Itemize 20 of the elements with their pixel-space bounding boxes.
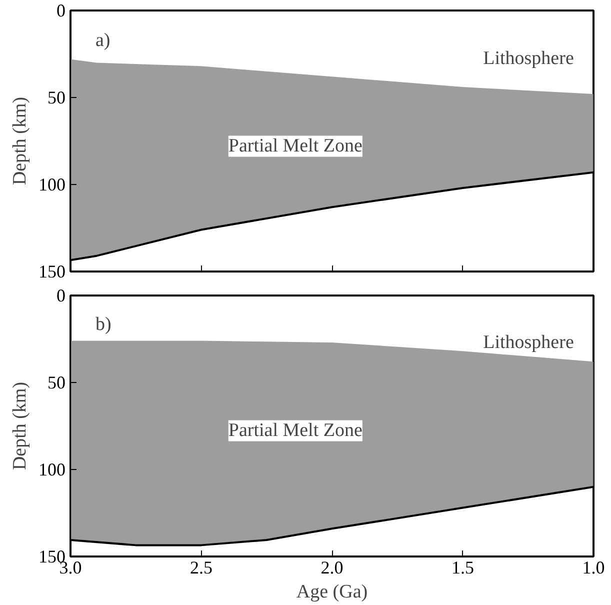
x-tick-label: 2.0 [320, 558, 344, 578]
annotation: a) [96, 30, 110, 51]
y-tick-label: 50 [48, 372, 66, 392]
annotation: Partial Melt Zone [228, 420, 362, 442]
annotation: Partial Melt Zone [228, 136, 362, 157]
y-tick-label: 100 [38, 174, 66, 194]
y-tick-label: 0 [56, 286, 66, 306]
x-axis-title: Age (Ga) [296, 582, 368, 602]
y-tick-label: 100 [38, 460, 66, 480]
y-tick-label: 150 [38, 262, 66, 282]
x-tick-label: 2.5 [190, 558, 212, 578]
x-tick-label: 1.5 [452, 558, 474, 578]
x-tick-label: 1.0 [582, 558, 605, 578]
annotation: b) [96, 314, 112, 335]
annotation: Lithosphere [483, 48, 574, 69]
y-tick-label: 50 [48, 88, 66, 108]
annotation: Lithosphere [483, 332, 574, 353]
y-axis-title: Depth (km) [10, 382, 30, 470]
y-axis-title: Depth (km) [10, 96, 30, 186]
y-tick-label: 0 [56, 0, 66, 20]
